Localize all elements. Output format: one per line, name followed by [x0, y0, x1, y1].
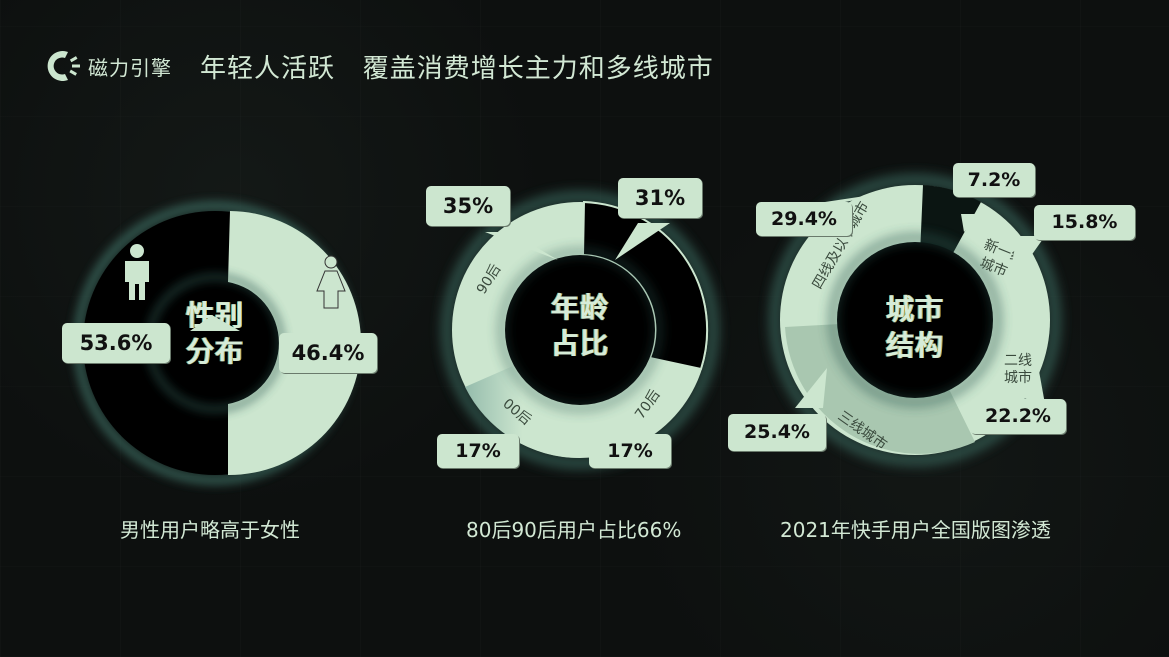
age-80s-callout: 31%	[618, 178, 702, 218]
gender-center-label: 性别 分布	[185, 299, 244, 368]
male-value-callout: 53.6%	[62, 323, 170, 363]
gender-caption: 男性用户略高于女性	[120, 518, 300, 542]
age-00s-segment	[465, 366, 580, 459]
gender-donut-chart: 性别 分布 53.6% 46.4%	[62, 198, 377, 498]
city-donut-chart: 新一线 城市 二线 城市 三线城市 四线及以下城市 城市 结构 29.4% 7.…	[728, 163, 1135, 480]
city-tier4-callout: 29.4%	[756, 202, 852, 236]
city-caption: 2021年快手用户全国版图渗透	[780, 518, 1051, 542]
male-icon	[125, 244, 149, 300]
age-00s-callout: 17%	[437, 434, 519, 468]
age-70s-callout: 17%	[589, 434, 671, 468]
female-icon	[316, 255, 346, 309]
page-title: 年轻人活跃 覆盖消费增长主力和多线城市	[200, 53, 714, 84]
city-tier1-segment	[920, 185, 981, 264]
city-tier2-callout: 22.2%	[970, 399, 1066, 434]
city-tier3-callout: 25.4%	[728, 414, 826, 451]
magnet-engine-logo-icon	[47, 51, 80, 81]
brand-logo: 磁力引擎	[40, 44, 172, 88]
city-new-tier1-callout: 15.8%	[1034, 205, 1135, 240]
city-tier2-label-2: 城市	[1004, 369, 1032, 386]
header: 磁力引擎 年轻人活跃 覆盖消费增长主力和多线城市	[40, 44, 714, 88]
age-90s-callout: 35%	[426, 186, 510, 226]
age-caption: 80后90后用户占比66%	[466, 518, 682, 542]
city-tier2-label: 二线	[1004, 353, 1032, 369]
city-center-label: 城市 结构	[885, 293, 944, 362]
female-value-callout: 46.4%	[279, 333, 377, 373]
brand-name: 磁力引擎	[88, 55, 172, 80]
city-tier1-callout: 7.2%	[953, 163, 1035, 197]
age-donut-chart: 90后 70后 00后 年龄 占比 35% 31% 17% 17%	[426, 178, 720, 470]
age-center-label: 年龄 占比	[550, 291, 609, 360]
